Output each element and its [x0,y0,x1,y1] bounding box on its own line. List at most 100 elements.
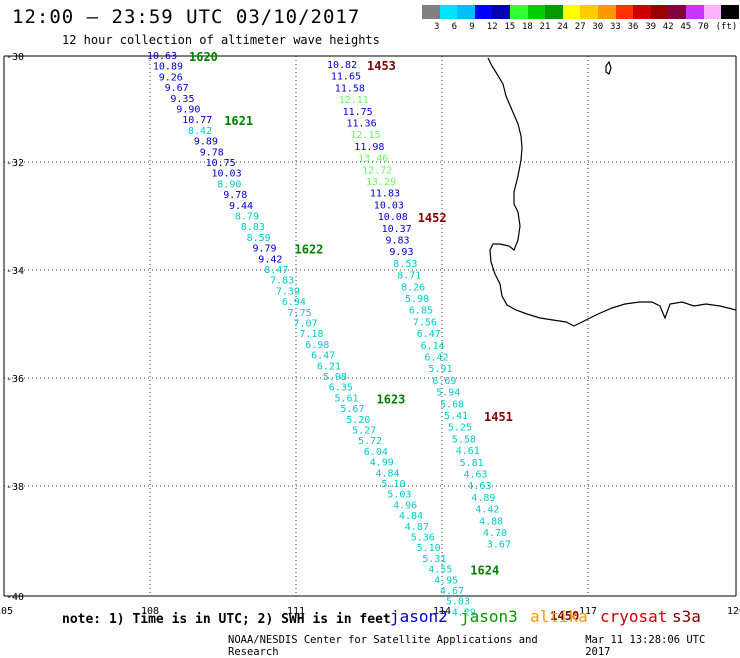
lat-tick-label: -38 [6,482,24,493]
track-b-value: 5.91 [428,364,452,375]
track-b-value: 4.61 [456,446,480,457]
track-b-value: 11.36 [347,119,377,130]
track-a-value: 5.03 [446,597,470,608]
legend-label: 12 [486,22,498,32]
legend-label: 24 [557,22,569,32]
sat-jason3: jason3 [460,607,518,626]
track-a-value: 4.29 [452,607,476,618]
track-a-value: 5.27 [352,426,376,437]
sat-cryosat: cryosat [600,607,668,626]
track-a-value: 4.96 [393,500,417,511]
legend-swatch [668,5,686,19]
track-a-value: 9.79 [253,244,277,255]
legend-label: (ft) [715,22,738,32]
track-a-time-label: 1624 [470,564,499,578]
legend-label: 39 [645,22,657,32]
legend-swatch [439,5,458,19]
track-a-value: 10.75 [206,158,236,169]
track-a-value: 9.89 [194,137,218,148]
track-a-value: 9.67 [165,83,189,94]
track-a-value: 9.78 [223,190,247,201]
track-b-value: 4.89 [471,493,495,504]
footer-credit: NOAA/NESDIS Center for Satellite Applica… [228,634,538,658]
track-b-value: 10.03 [374,200,404,211]
coastline [487,57,737,327]
track-b-value: 6.85 [409,306,433,317]
legend-label: 33 [610,22,621,32]
track-a-value: 5.67 [340,404,364,415]
track-a-value: 9.90 [176,105,200,116]
track-b-value: 8.71 [397,271,421,282]
track-a-value: 6.04 [364,447,388,458]
track-b-value: 8.53 [393,259,417,270]
lat-tick-label: -30 [6,52,24,63]
track-a-value: 10.77 [182,115,212,126]
track-b-value: 6.69 [432,376,456,387]
track-b-value: 3.67 [487,540,511,551]
track-a-time-label: 1623 [377,392,406,406]
legend-label: 42 [662,22,674,32]
track-a-value: 9.35 [170,94,194,105]
footer-timestamp: Mar 11 13:28:06 UTC 2017 [585,634,706,658]
legend-label: 15 [504,22,516,32]
track-b-value: 5.90 [405,294,429,305]
track-b-value: 5.58 [452,434,476,445]
track-b-value: 9.93 [389,247,413,258]
lon-tick-label: 111 [287,606,305,617]
track-a-time-label: 1622 [295,243,324,257]
legend-swatch [422,5,440,19]
track-b-value: 11.58 [335,83,365,94]
color-legend-labels: 3 6 9 12 15 18 21 24 27 30 33 36 39 42 45 70 (ft) [422,22,740,34]
track-a-value: 4.55 [428,565,452,576]
track-a-value: 4.84 [376,468,400,479]
track-b-value: 4.63 [464,470,488,481]
track-a-value: 6.35 [329,383,353,394]
legend-swatch [457,5,475,19]
track-b-value: 10.08 [378,212,408,223]
lat-lon-grid: 105 108 111 114 117 120 -30 -32 -34 -36 -38 -40 [0,52,740,617]
track-b-value: 5.41 [444,411,468,422]
track-a-value: 5.36 [411,533,435,544]
lat-tick-label: -40 [6,592,24,603]
track-b-value: 12.15 [350,130,380,141]
track-b-value: 9.83 [386,236,410,247]
track-a-value: 4.95 [434,575,458,586]
track-b-time-label: 1451 [484,410,513,424]
track-a-value: 5.31 [422,554,446,565]
track-a-value: 4.84 [399,511,423,522]
legend-label: 30 [592,22,604,32]
track-a-time-label: 1621 [224,114,253,128]
track-b-value: 11.83 [370,189,400,200]
legend-swatch [580,5,598,19]
track-a-value: 8.79 [235,212,259,223]
track-a-value: 5.20 [346,415,370,426]
track-a-value: 9.78 [200,147,224,158]
legend-label: 3 [434,22,440,32]
legend-label: 70 [698,22,709,32]
track-b-value: 4.88 [479,516,503,527]
track-a-value: 8.59 [247,233,271,244]
sat-s3a: s3a [672,607,701,626]
track-a-value: 4.67 [440,586,464,597]
track-b-value: 6.47 [417,329,441,340]
track-a-value: 8.47 [264,265,288,276]
track-b-time-label: 1452 [418,211,447,225]
track-a-value: 7.75 [288,308,312,319]
legend-label: 45 [680,22,692,32]
track-b-value: 11.75 [343,107,373,118]
track-b-value: 8.26 [401,282,425,293]
footer: NOAA/NESDIS Center for Satellite Applica… [228,634,733,658]
track-a-value: 9.26 [159,72,183,83]
legend-label: 6 [451,22,458,32]
track-a-value: 5.10 [381,479,405,490]
legend-swatch [615,5,634,19]
lon-tick-label: 105 [0,606,13,617]
track-a-value: 9.44 [229,201,253,212]
track-b-value: 11.65 [331,72,361,83]
track-a-value: 10.03 [212,169,242,180]
track-b-time-label: 1453 [367,59,396,73]
sat-altika: altika [530,607,588,626]
track-a-value: 10.63 [147,51,177,62]
track-a-value: 5.61 [335,393,359,404]
